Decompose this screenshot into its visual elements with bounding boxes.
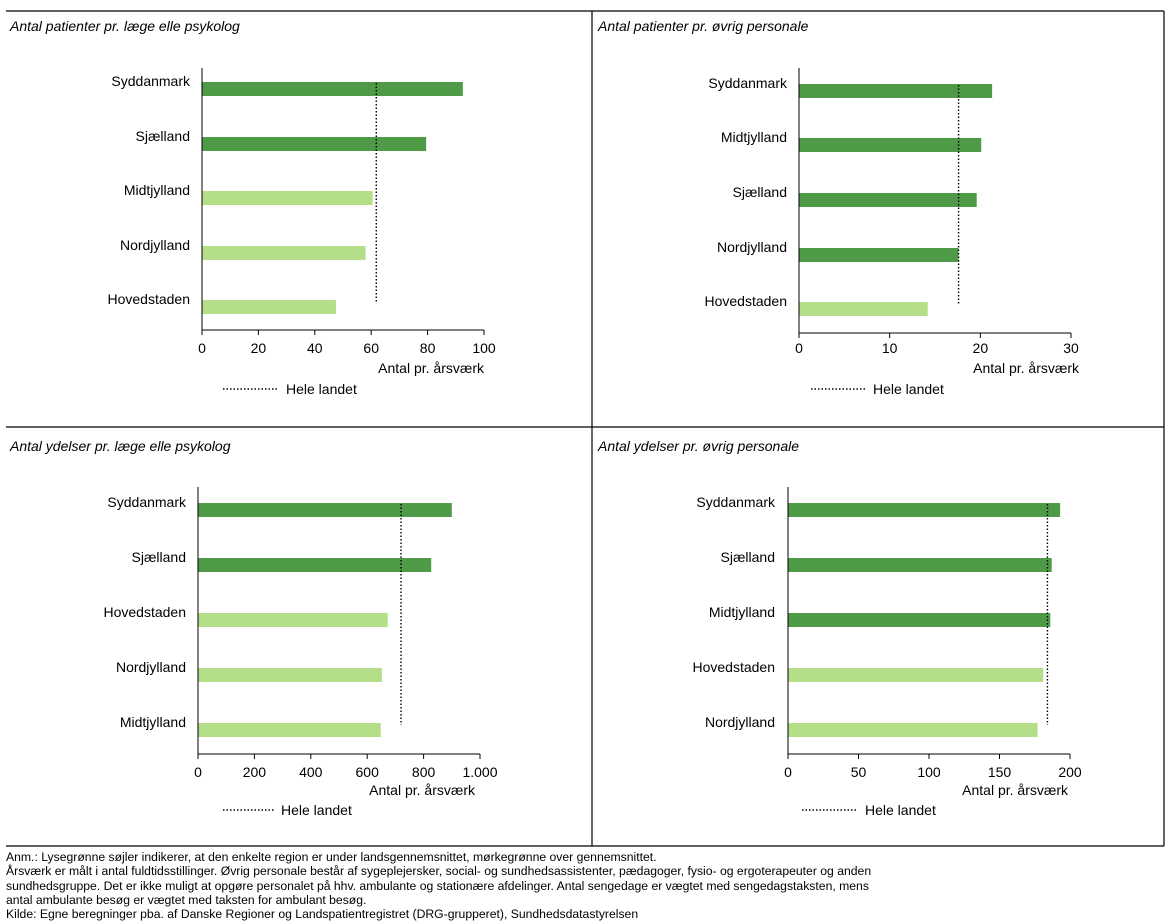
note-line: Kilde: Egne beregninger pba. af Danske R… xyxy=(6,907,639,922)
category-label: Midtjylland xyxy=(709,604,775,620)
x-tick-label: 80 xyxy=(420,340,436,356)
x-tick-label: 200 xyxy=(1058,764,1082,780)
x-tick-label: 0 xyxy=(784,764,792,780)
x-axis-label: Antal pr. årsværk xyxy=(973,360,1080,376)
x-axis-label: Antal pr. årsværk xyxy=(378,360,485,376)
category-label: Midtjylland xyxy=(721,129,787,145)
x-tick-label: 60 xyxy=(363,340,379,356)
bar xyxy=(198,723,381,737)
x-tick-label: 1.000 xyxy=(462,764,497,780)
bar xyxy=(198,503,452,517)
x-tick-label: 100 xyxy=(917,764,941,780)
category-label: Nordjylland xyxy=(717,239,787,255)
panel-title: Antal patienter pr. øvrig personale xyxy=(597,18,809,34)
chart-panel-2: Antal patienter pr. øvrig personale Sydda… xyxy=(597,18,1080,397)
category-label: Hovedstaden xyxy=(704,293,787,309)
bar xyxy=(202,137,427,151)
category-label: Syddanmark xyxy=(708,75,788,91)
x-tick-label: 150 xyxy=(988,764,1012,780)
chart-panel-3: Antal ydelser pr. læge elle psykolog Sydd… xyxy=(9,438,498,818)
x-tick-label: 30 xyxy=(1063,340,1079,356)
bar xyxy=(799,138,982,152)
bar xyxy=(799,84,993,98)
category-label: Syddanmark xyxy=(107,494,187,510)
category-label: Midtjylland xyxy=(124,182,190,198)
bar xyxy=(202,300,336,314)
chart-panel-4: Antal ydelser pr. øvrig personale Syddanm… xyxy=(597,438,1082,818)
x-tick-label: 200 xyxy=(243,764,267,780)
x-tick-label: 20 xyxy=(973,340,989,356)
bar xyxy=(198,613,388,627)
category-label: Nordjylland xyxy=(120,237,190,253)
note-line: Årsværk er målt i antal fuldtidsstilling… xyxy=(6,864,872,879)
bar xyxy=(202,82,463,96)
bar xyxy=(202,246,366,260)
x-tick-label: 600 xyxy=(356,764,380,780)
bar xyxy=(788,723,1038,737)
x-tick-label: 0 xyxy=(198,340,206,356)
legend-label: Hele landet xyxy=(873,381,944,397)
panel-title: Antal patienter pr. læge elle psykolog xyxy=(9,18,240,34)
category-label: Hovedstaden xyxy=(107,291,190,307)
x-tick-label: 400 xyxy=(299,764,323,780)
panel-title: Antal ydelser pr. øvrig personale xyxy=(597,438,799,454)
category-label: Syddanmark xyxy=(696,494,776,510)
x-tick-label: 100 xyxy=(472,340,496,356)
legend-label: Hele landet xyxy=(865,802,936,818)
x-tick-label: 800 xyxy=(412,764,436,780)
x-tick-label: 40 xyxy=(307,340,323,356)
category-label: Hovedstaden xyxy=(692,659,775,675)
bar xyxy=(198,668,382,682)
category-label: Nordjylland xyxy=(705,714,775,730)
x-tick-label: 0 xyxy=(795,340,803,356)
x-tick-label: 50 xyxy=(851,764,867,780)
category-label: Nordjylland xyxy=(116,659,186,675)
legend-label: Hele landet xyxy=(281,802,352,818)
bar xyxy=(799,248,959,262)
chart-panel-1: Antal patienter pr. læge elle psykolog Sy… xyxy=(9,18,496,397)
footnotes: Anm.: Lysegrønne søjler indikerer, at de… xyxy=(6,850,1164,921)
x-axis-label: Antal pr. årsværk xyxy=(962,782,1069,798)
category-label: Sjælland xyxy=(136,128,190,144)
category-label: Midtjylland xyxy=(120,714,186,730)
bar xyxy=(799,302,928,316)
bar xyxy=(788,503,1061,517)
note-line: sundhedsgruppe. Det er ikke muligt at op… xyxy=(6,878,869,893)
note-line: Anm.: Lysegrønne søjler indikerer, at de… xyxy=(6,850,657,864)
bar xyxy=(198,558,432,572)
bar xyxy=(788,558,1052,572)
category-label: Syddanmark xyxy=(111,73,191,89)
x-tick-label: 20 xyxy=(251,340,267,356)
bar xyxy=(202,191,373,205)
x-axis-label: Antal pr. årsværk xyxy=(369,782,476,798)
bar xyxy=(788,613,1051,627)
x-tick-label: 0 xyxy=(194,764,202,780)
category-label: Sjælland xyxy=(132,549,186,565)
note-line: antal ambulante besøg er vægtet med taks… xyxy=(6,892,367,907)
bar xyxy=(799,193,977,207)
category-label: Sjælland xyxy=(733,184,787,200)
category-label: Hovedstaden xyxy=(103,604,186,620)
category-label: Sjælland xyxy=(721,549,775,565)
legend-label: Hele landet xyxy=(286,381,357,397)
bar xyxy=(788,668,1044,682)
panel-frame xyxy=(6,10,1165,847)
x-tick-label: 10 xyxy=(882,340,898,356)
panel-title: Antal ydelser pr. læge elle psykolog xyxy=(9,438,231,454)
